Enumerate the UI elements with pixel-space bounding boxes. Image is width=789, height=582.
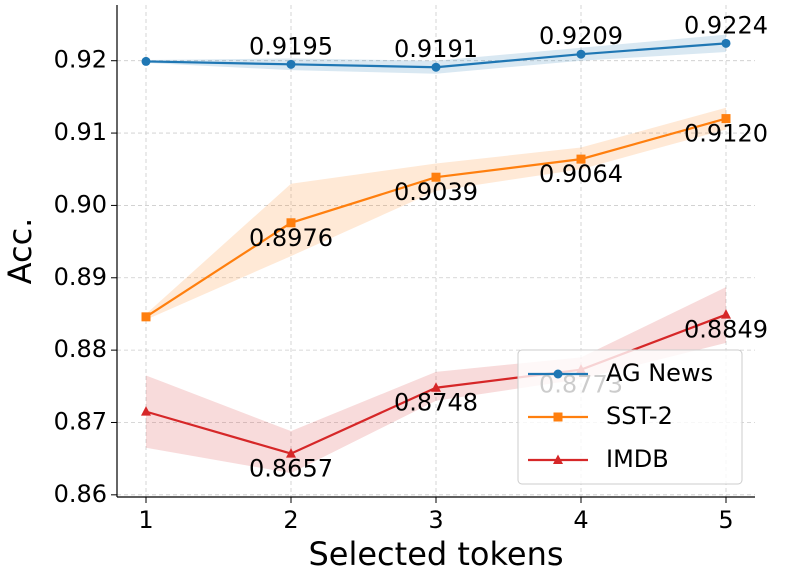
- x-axis-label: Selected tokens: [308, 535, 563, 573]
- marker: [721, 114, 731, 124]
- x-tick-label: 5: [718, 506, 733, 534]
- value-label: 0.9191: [394, 35, 478, 63]
- marker: [576, 49, 586, 59]
- value-label: 0.9209: [539, 22, 623, 50]
- x-tick-label: 1: [138, 506, 153, 534]
- x-tick-label: 3: [428, 506, 443, 534]
- marker: [721, 38, 731, 48]
- marker: [141, 406, 151, 416]
- marker: [576, 154, 586, 164]
- legend-label: IMDB: [606, 445, 669, 473]
- value-label: 0.9039: [394, 178, 478, 206]
- value-label: 0.9224: [684, 11, 768, 39]
- y-tick-label: 0.88: [54, 335, 107, 363]
- marker: [553, 454, 563, 464]
- value-label: 0.8748: [394, 389, 478, 417]
- legend-label: SST-2: [606, 402, 673, 430]
- value-label: 0.9120: [684, 120, 768, 148]
- x-tick-label: 4: [573, 506, 588, 534]
- y-tick-label: 0.91: [54, 118, 107, 146]
- marker: [553, 412, 563, 422]
- y-tick-label: 0.90: [54, 190, 107, 218]
- value-label: 0.8657: [249, 455, 333, 483]
- marker: [553, 369, 563, 379]
- marker: [431, 172, 441, 182]
- legend-label: AG News: [606, 359, 713, 387]
- marker: [141, 56, 151, 66]
- value-label: 0.9195: [249, 32, 333, 60]
- value-label: 0.8849: [684, 316, 768, 344]
- y-tick-label: 0.86: [54, 480, 107, 508]
- marker: [286, 59, 296, 69]
- marker: [721, 309, 731, 319]
- value-label: 0.8976: [249, 224, 333, 252]
- value-label: 0.9064: [539, 160, 623, 188]
- marker: [431, 62, 441, 72]
- marker: [286, 218, 296, 228]
- marker: [431, 382, 441, 392]
- x-tick-label: 2: [283, 506, 298, 534]
- y-tick-label: 0.89: [54, 263, 107, 291]
- marker: [286, 448, 296, 458]
- y-tick-label: 0.87: [54, 407, 107, 435]
- marker: [141, 312, 151, 322]
- error-band: [146, 287, 726, 474]
- legend-box: [517, 349, 743, 485]
- y-axis-label: Acc.: [1, 218, 39, 285]
- legend: AG News SST-2 IMDB: [517, 349, 743, 485]
- y-tick-label: 0.92: [54, 46, 107, 74]
